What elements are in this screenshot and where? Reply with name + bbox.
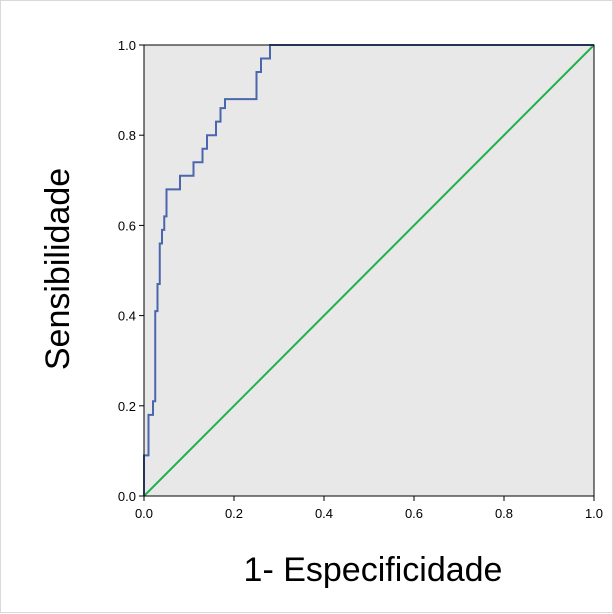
reference-line [143, 44, 595, 497]
y-tick-label: 0.8 [118, 128, 136, 143]
y-tick-label: 0.0 [118, 489, 136, 504]
y-axis-title: Sensibilidade [39, 168, 77, 370]
x-tick-label: 1.0 [585, 506, 603, 521]
x-axis-title: 1- Especificidade [244, 551, 503, 589]
y-tick-label: 0.6 [118, 218, 136, 233]
y-tick-label: 0.4 [118, 309, 136, 324]
y-tick-label: 1.0 [118, 38, 136, 53]
x-tick-label: 0.0 [135, 506, 153, 521]
x-tick-label: 0.4 [315, 506, 333, 521]
y-tick-label: 0.2 [118, 399, 136, 414]
x-tick-label: 0.6 [405, 506, 423, 521]
x-tick-label: 0.2 [225, 506, 243, 521]
plot-border [143, 44, 595, 497]
x-tick-label: 0.8 [495, 506, 513, 521]
roc-curve [143, 44, 594, 496]
